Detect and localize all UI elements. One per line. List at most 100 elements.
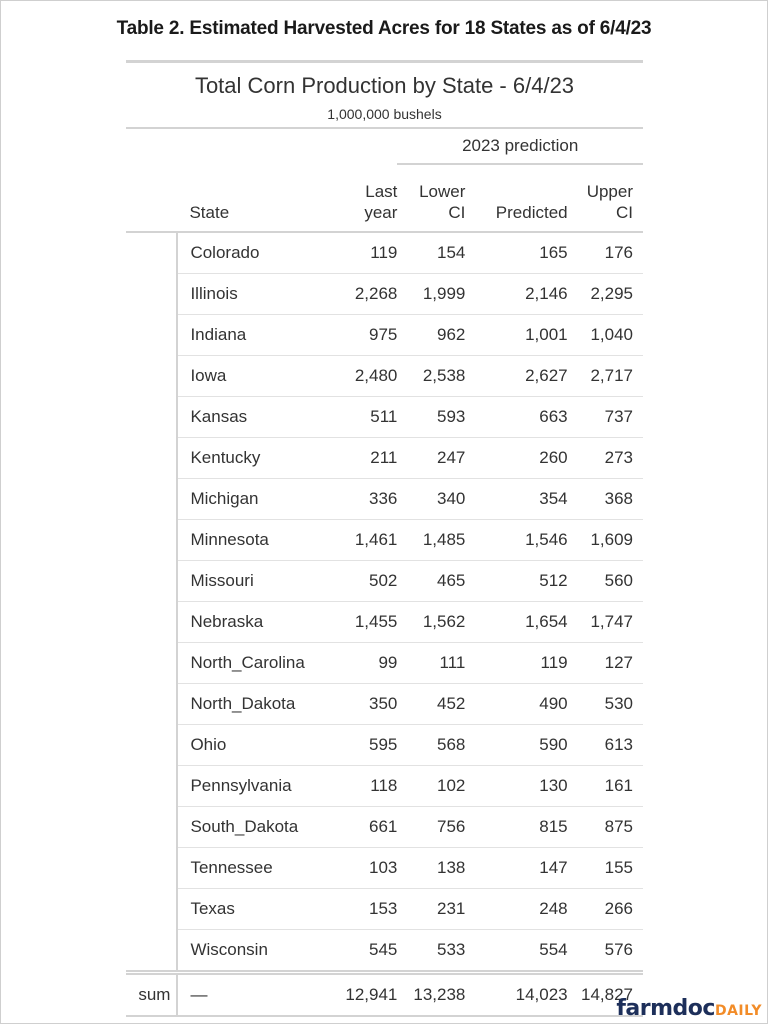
table-title: Total Corn Production by State - 6/4/23 [194,73,575,98]
cell-predicted: 815 [465,806,568,848]
cell-upper-ci: 2,717 [567,355,643,397]
cell-last-year: 211 [336,437,398,479]
column-header-row: State Last year Lower CI Predicted Upper CI [126,164,643,233]
header-lower-ci: Lower CI [397,164,466,233]
cell-lower-ci: 1,999 [397,273,466,315]
cell-predicted: 554 [539,940,568,959]
cell-lower-ci: 1,485 [397,519,466,561]
row-stub [126,724,179,766]
row-stub [126,806,179,848]
row-stub [126,929,179,973]
cell-lower-ci: 962 [397,314,466,356]
header-predicted: Predicted [465,164,568,233]
cell-lower-ci: 756 [397,806,466,848]
cell-last-year: 545 [369,940,398,959]
cell-last-year: 1,455 [336,601,398,643]
cell-last-year: 99 [336,642,398,684]
cell-lower-ci: 247 [397,437,466,479]
cell-predicted: 512 [465,560,568,602]
cell-state: Michigan [177,478,337,520]
cell-lower-ci: 568 [397,724,466,766]
summary-predicted: 14,023 [465,970,568,1017]
cell-upper-ci: 266 [567,888,643,930]
table-row: Pennsylvania 118 102 130 161 [126,765,643,807]
cell-predicted: 130 [465,765,568,807]
table-row: Illinois 2,268 1,999 2,146 2,295 [126,273,643,315]
row-stub [126,273,179,315]
cell-state: North_Carolina [177,642,337,684]
table-row: North_Carolina 99 111 119 127 [126,642,643,684]
top-rule [126,60,643,63]
table-container: Total Corn Production by State - 6/4/23 … [126,60,643,1017]
cell-upper-ci: 737 [567,396,643,438]
cell-lower-ci: 231 [397,888,466,930]
cell-state: Wisconsin [190,940,268,959]
row-stub [126,642,179,684]
summary-lower-ci: 13,238 [397,970,466,1017]
cell-predicted: 663 [465,396,568,438]
title-rule [126,127,643,129]
table-row: Michigan 336 340 354 368 [126,478,643,520]
table-row: Iowa 2,480 2,538 2,627 2,717 [126,355,643,397]
cell-state: Indiana [177,314,337,356]
cell-last-year: 350 [336,683,398,725]
cell-lower-ci: 465 [397,560,466,602]
cell-upper-ci: 875 [567,806,643,848]
table-row: Minnesota 1,461 1,485 1,546 1,609 [126,519,643,561]
cell-predicted: 590 [465,724,568,766]
spanner-2023-prediction: 2023 prediction [397,129,643,165]
cell-state: Texas [177,888,337,930]
cell-lower-ci: 111 [397,642,466,684]
cell-upper-ci: 176 [567,232,643,274]
summary-state: — [177,970,337,1017]
cell-last-year: 118 [336,765,398,807]
cell-state: Illinois [177,273,337,315]
cell-lower-ci: 340 [397,478,466,520]
table-row: Wisconsin 545 533 554 576 [126,929,643,973]
table-row: Ohio 595 568 590 613 [126,724,643,766]
cell-state: Kansas [177,396,337,438]
summary-row: sum — 12,941 13,238 14,023 14,827 [126,970,643,1017]
table-row: Tennessee 103 138 147 155 [126,847,643,889]
header-state: State [177,164,337,233]
cell-state: Minnesota [177,519,337,561]
cell-upper-ci: 1,747 [567,601,643,643]
row-stub [126,355,179,397]
cell-upper-ci: 560 [567,560,643,602]
table-row: Kansas 511 593 663 737 [126,396,643,438]
table-row: Indiana 975 962 1,001 1,040 [126,314,643,356]
cell-state: Pennsylvania [177,765,337,807]
cell-last-year: 103 [336,847,398,889]
cell-upper-ci: 155 [567,847,643,889]
row-stub [126,888,179,930]
table-subtitle: 1,000,000 bushels [327,106,442,122]
cell-last-year: 502 [336,560,398,602]
cell-lower-ci: 533 [437,940,466,959]
cell-last-year: 2,480 [336,355,398,397]
cell-lower-ci: 452 [397,683,466,725]
header-last-year: Last year [336,164,398,233]
spanner-row: 2023 prediction [126,129,643,165]
cell-lower-ci: 102 [397,765,466,807]
cell-predicted: 490 [465,683,568,725]
table-row: North_Dakota 350 452 490 530 [126,683,643,725]
cell-upper-ci: 273 [567,437,643,479]
row-stub [126,601,179,643]
cell-last-year: 2,268 [336,273,398,315]
cell-upper-ci: 1,609 [567,519,643,561]
header-upper-ci: Upper CI [567,164,643,233]
summary-label: sum [126,970,179,1017]
table-row: Texas 153 231 248 266 [126,888,643,930]
cell-upper-ci: 613 [567,724,643,766]
cell-upper-ci: 2,295 [567,273,643,315]
table-row: Nebraska 1,455 1,562 1,654 1,747 [126,601,643,643]
summary-last-year: 12,941 [336,970,398,1017]
cell-upper-ci: 576 [604,940,633,959]
row-stub [126,683,179,725]
cell-lower-ci: 154 [397,232,466,274]
row-stub [126,314,179,356]
cell-last-year: 1,461 [336,519,398,561]
table-caption: Table 2. Estimated Harvested Acres for 1… [116,18,652,39]
cell-upper-ci: 368 [567,478,643,520]
cell-upper-ci: 1,040 [567,314,643,356]
